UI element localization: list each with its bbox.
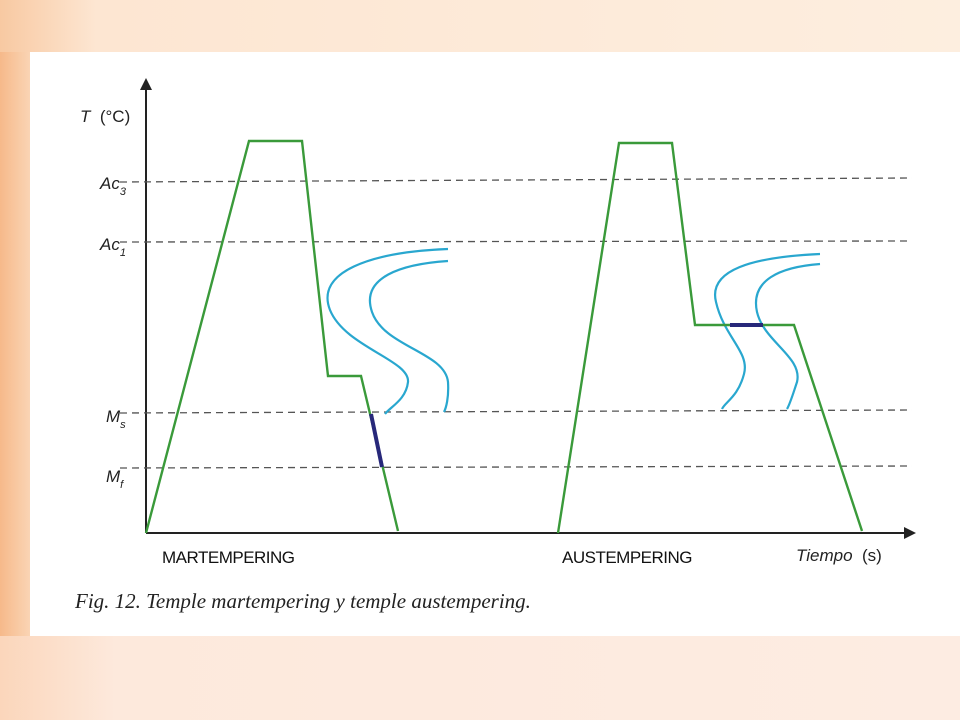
- austempering-label: AUSTEMPERING: [562, 548, 692, 567]
- level-label-mf: Mf: [106, 467, 124, 491]
- heat-treatment-diagram: T (°C) Ac3 Ac1 Ms Mf: [74, 78, 916, 613]
- ac3-line: [119, 177, 913, 183]
- ac1-line: [119, 240, 913, 243]
- y-axis-label: T (°C): [80, 107, 130, 126]
- slide-background-top: [0, 0, 960, 52]
- slide-background-bottom: [0, 636, 960, 720]
- mf-line: [119, 465, 913, 469]
- level-label-ms: Ms: [106, 407, 126, 431]
- level-label-ac3: Ac3: [99, 174, 127, 198]
- ttt-start-curve-martempering: [326, 247, 449, 415]
- ms-line: [119, 409, 913, 414]
- x-axis-label: Tiempo (s): [796, 546, 882, 565]
- figure-caption: Fig. 12. Temple martempering y temple au…: [74, 589, 531, 613]
- level-label-ac1: Ac1: [99, 235, 126, 259]
- martempering-label: MARTEMPERING: [162, 548, 295, 567]
- transformation-segment-martempering: [369, 413, 384, 468]
- ttt-finish-curve-martempering: [368, 259, 450, 413]
- cooling-curve-martempering: [144, 139, 400, 534]
- figure-panel: T (°C) Ac3 Ac1 Ms Mf: [30, 52, 960, 636]
- ttt-finish-curve-austempering: [754, 262, 821, 410]
- cooling-curve-austempering: [556, 141, 864, 534]
